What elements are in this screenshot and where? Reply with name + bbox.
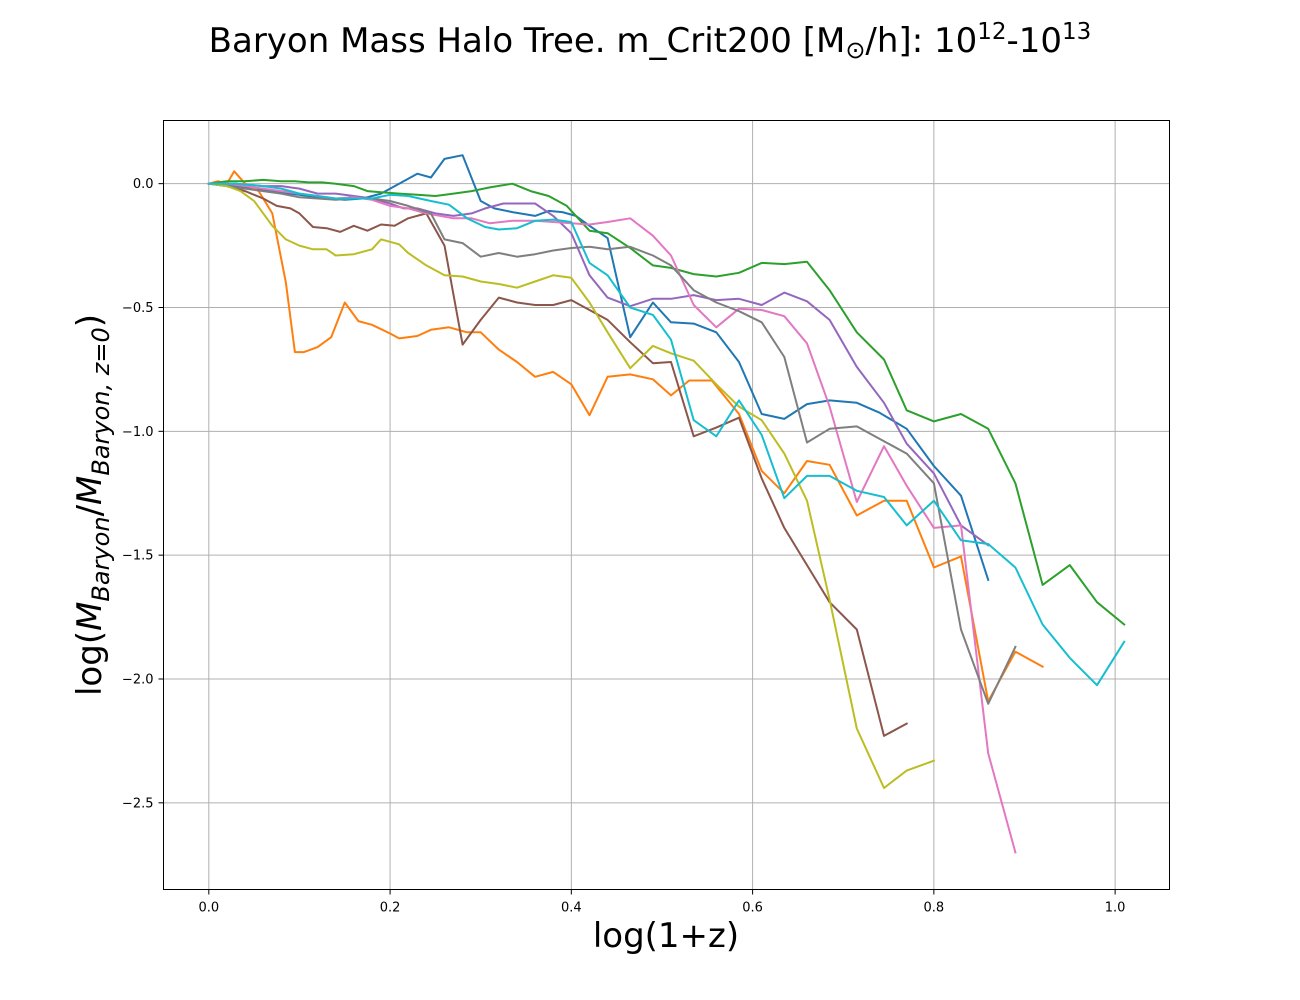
series-line-4 [207,182,990,547]
y-tick-label: −0.5 [122,301,154,316]
x-tick-label: 0.6 [742,901,763,916]
y-axis-label-sub2: Baryon, z=0 [87,327,115,475]
series-line-5 [207,182,909,737]
y-tick-label: −2.5 [122,796,154,811]
y-axis-label-main2: M [70,476,110,505]
axis-ticks: 0.0 0.2 0.4 0.6 0.8 1.0 0.0 −0.5 −1.0 −1.5 −2.0 −2.… [122,177,1126,915]
series-line-6 [207,182,1017,854]
plot-frame [163,120,1170,890]
series-line-8 [207,182,936,789]
y-tick-label: −1.0 [122,425,154,440]
chart-title-sun-symbol: ⊙ [845,36,865,64]
y-axis-label: log(MBaryon/MBaryon, z=0) [70,314,115,696]
y-tick-label: −1.5 [122,549,154,564]
series-layer [207,154,1126,854]
y-axis-label-sub1: Baryon [87,516,115,601]
x-axis-label: log(1+z) [593,916,739,956]
chart-title-dash: -10 [1007,21,1063,61]
y-axis-label-slash: / [70,504,110,516]
y-axis-label-main1: M [70,602,110,631]
y-axis-label-suffix: ) [70,314,110,327]
series-line-9 [207,182,1126,687]
x-tick-label: 0.8 [924,901,945,916]
x-tick-label: 0.0 [198,901,219,916]
x-tick-label: 0.4 [561,901,582,916]
series-line-1 [207,154,990,582]
y-tick-label: −2.0 [122,672,154,687]
chart-title: Baryon Mass Halo Tree. m_Crit200 [M⊙/h]:… [209,19,1092,64]
y-tick-label: 0.0 [133,177,154,192]
x-tick-label: 0.2 [380,901,401,916]
chart-title-exp1: 12 [977,19,1006,45]
series-line-3 [207,178,1126,626]
chart-title-main: Baryon Mass Halo Tree. m_Crit200 [M [209,21,846,61]
series-line-2 [207,170,1044,703]
grid-lines [163,120,1170,890]
y-axis-label-prefix: log( [70,631,110,696]
x-tick-label: 1.0 [1105,901,1126,916]
chart-title-unit: /h]: 10 [865,21,977,61]
chart-title-exp2: 13 [1062,19,1091,45]
series-line-7 [207,182,1017,705]
